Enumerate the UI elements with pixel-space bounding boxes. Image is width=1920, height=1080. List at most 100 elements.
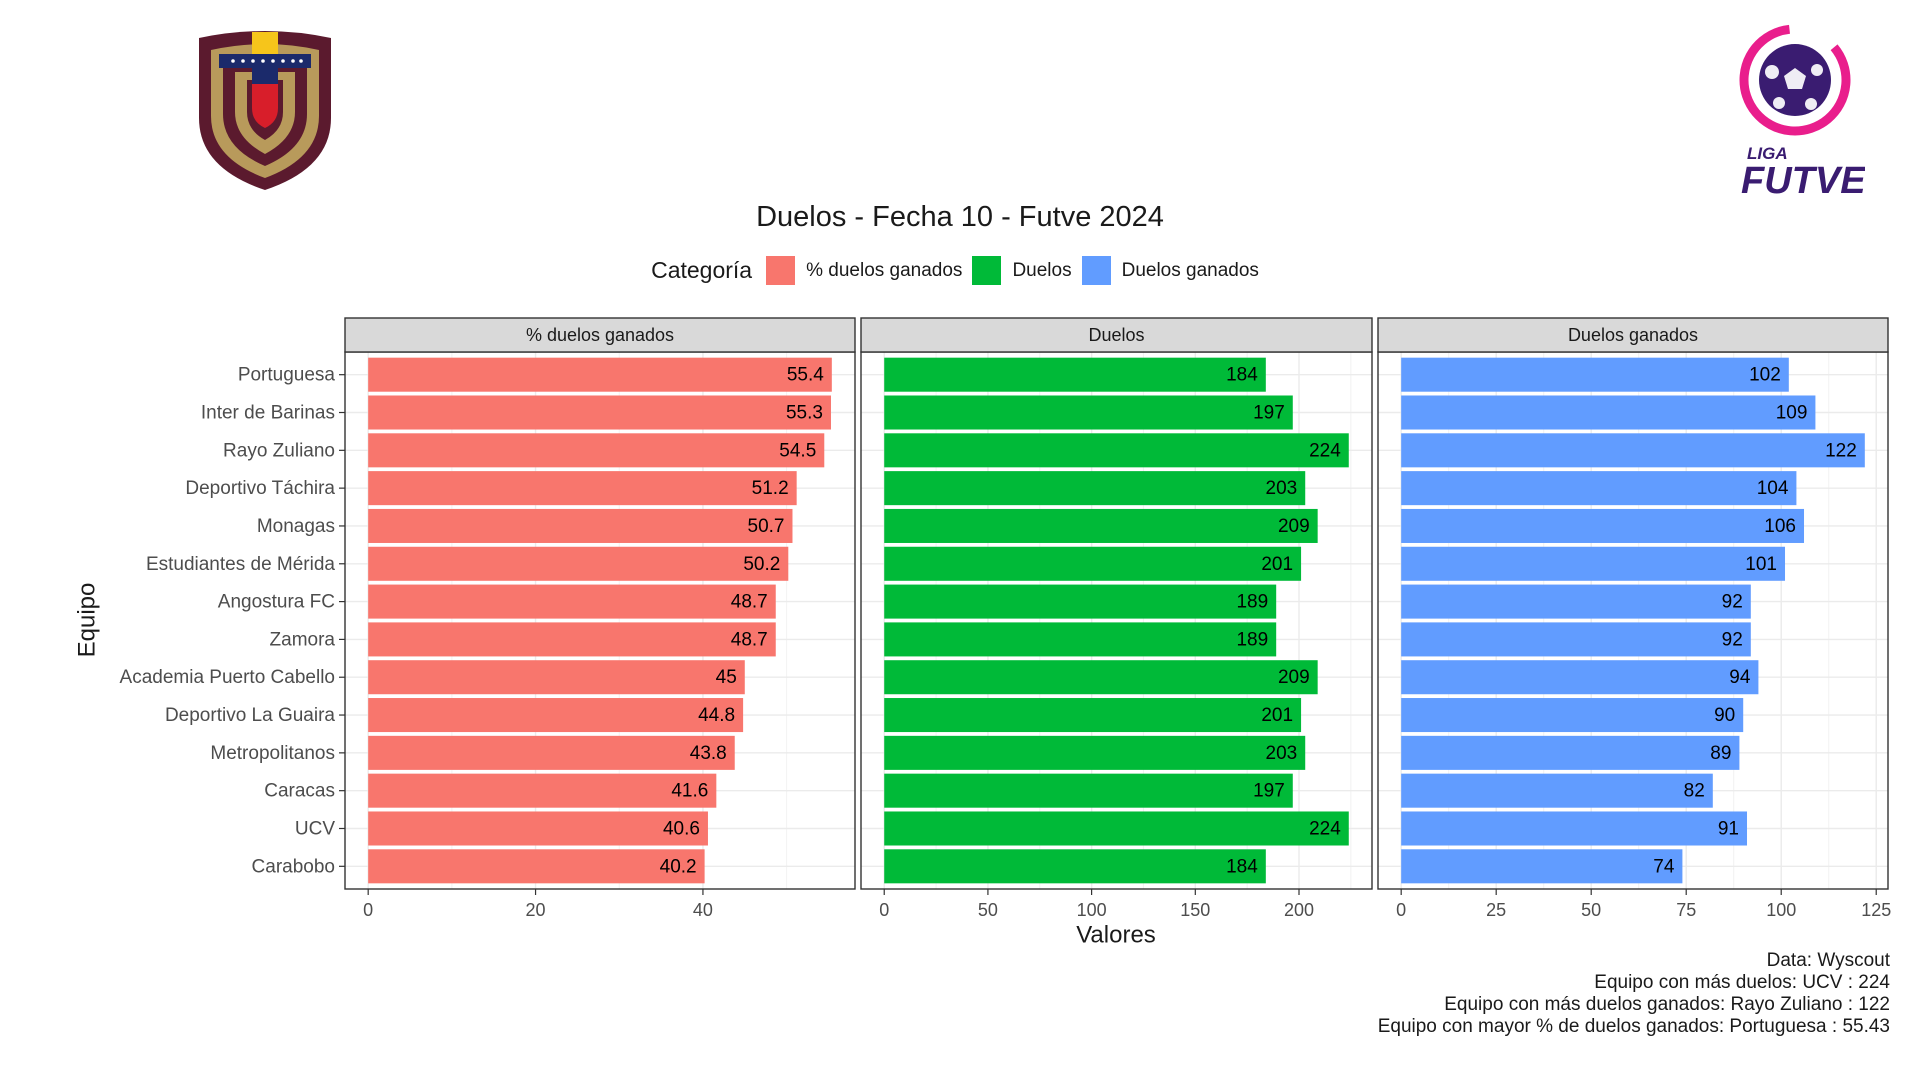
legend: Categoría % duelos ganados Duelos Duelos…: [0, 256, 1920, 285]
data-label: 224: [1309, 819, 1341, 840]
x-tick-label: 100: [1077, 900, 1107, 920]
bar-pct-duelos-ganados: [368, 849, 705, 884]
panel-background-duelos: [861, 352, 1372, 889]
y-tick-label: Deportivo Táchira: [185, 478, 335, 499]
bar-duelos: [884, 811, 1349, 846]
x-tick-label: 0: [1396, 900, 1406, 920]
data-label: 203: [1266, 743, 1298, 764]
bar-duelos-ganados: [1401, 811, 1748, 846]
data-label: 50.7: [748, 516, 785, 537]
data-label: 44.8: [698, 705, 735, 726]
data-label: 54.5: [779, 440, 816, 461]
data-label: 189: [1236, 592, 1268, 613]
bar-duelos: [884, 660, 1318, 695]
bar-pct-duelos-ganados: [368, 433, 825, 468]
bar-duelos: [884, 622, 1277, 657]
facet-strip-label: Duelos ganados: [1568, 325, 1698, 345]
caption-line-source: Data: Wyscout: [1766, 950, 1890, 971]
bar-duelos-ganados: [1401, 698, 1744, 733]
y-tick-label: UCV: [295, 819, 335, 840]
caption-line-best-pct: Equipo con mayor % de duelos ganados: Po…: [1377, 1016, 1890, 1037]
bar-duelos: [884, 433, 1349, 468]
bar-duelos-ganados: [1401, 849, 1683, 884]
data-label: 184: [1226, 856, 1258, 877]
data-label: 109: [1776, 403, 1808, 424]
bar-duelos-ganados: [1401, 357, 1789, 392]
data-label: 91: [1718, 819, 1739, 840]
bar-pct-duelos-ganados: [368, 698, 744, 733]
bar-duelos-ganados: [1401, 735, 1740, 770]
bar-pct-duelos-ganados: [368, 357, 832, 392]
y-tick-label: Angostura FC: [218, 592, 335, 613]
y-tick-label: Carabobo: [252, 856, 335, 877]
data-label: 104: [1757, 478, 1789, 499]
bar-duelos-ganados: [1401, 433, 1865, 468]
bar-duelos: [884, 508, 1318, 543]
data-label: 94: [1729, 667, 1751, 688]
legend-item-duelos: Duelos: [972, 256, 1072, 285]
bar-duelos-ganados: [1401, 622, 1751, 657]
legend-label: % duelos ganados: [806, 259, 963, 281]
data-label: 74: [1653, 856, 1675, 877]
facet-strip-label: % duelos ganados: [526, 325, 674, 345]
data-label: 197: [1253, 403, 1285, 424]
bar-pct-duelos-ganados: [368, 395, 831, 430]
bar-duelos: [884, 773, 1293, 808]
x-tick-label: 50: [978, 900, 998, 920]
y-tick-label: Portuguesa: [238, 365, 336, 386]
futve-logo-line1: LIGA: [1747, 144, 1788, 163]
data-label: 50.2: [743, 554, 780, 575]
y-tick-label: Inter de Barinas: [201, 403, 335, 424]
y-tick-label: Monagas: [257, 516, 335, 537]
bar-duelos-ganados: [1401, 508, 1805, 543]
legend-key-duelos-ganados: [1081, 256, 1111, 285]
data-label: 224: [1309, 440, 1341, 461]
data-label: 40.6: [663, 819, 700, 840]
y-axis-title: Equipo: [73, 583, 100, 658]
panel-background-pct-duelos-ganados: [345, 352, 855, 889]
data-label: 197: [1253, 781, 1285, 802]
facet-strip-label: Duelos: [1088, 325, 1144, 345]
legend-key-duelos: [972, 256, 1002, 285]
data-label: 92: [1722, 629, 1743, 650]
caption-line-most-duels: Equipo con más duelos: UCV : 224: [1594, 972, 1890, 993]
x-tick-label: 125: [1861, 900, 1891, 920]
bar-pct-duelos-ganados: [368, 622, 776, 657]
data-label: 184: [1226, 365, 1258, 386]
bar-duelos: [884, 698, 1302, 733]
bar-duelos-ganados: [1401, 584, 1751, 619]
x-axis-title: Valores: [1076, 921, 1156, 948]
data-label: 209: [1278, 667, 1310, 688]
bar-pct-duelos-ganados: [368, 471, 797, 506]
data-label: 189: [1236, 629, 1268, 650]
y-tick-label: Zamora: [270, 629, 336, 650]
data-label: 40.2: [660, 856, 697, 877]
x-tick-label: 20: [526, 900, 546, 920]
x-tick-label: 25: [1486, 900, 1506, 920]
data-label: 201: [1261, 554, 1293, 575]
bar-duelos: [884, 735, 1306, 770]
legend-title: Categoría: [651, 257, 753, 283]
data-label: 203: [1266, 478, 1298, 499]
bar-duelos: [884, 584, 1277, 619]
facet-strip-pct-duelos-ganados: [344, 317, 856, 353]
bar-duelos: [884, 546, 1302, 581]
x-tick-label: 0: [363, 900, 373, 920]
data-label: 106: [1764, 516, 1796, 537]
x-tick-label: 40: [693, 900, 713, 920]
x-tick-label: 0: [879, 900, 889, 920]
bar-duelos-ganados: [1401, 546, 1786, 581]
y-tick-label: Academia Puerto Cabello: [120, 667, 335, 688]
y-tick-label: Rayo Zuliano: [223, 440, 335, 461]
bar-duelos-ganados: [1401, 773, 1713, 808]
data-label: 45: [716, 667, 737, 688]
data-label: 41.6: [671, 781, 708, 802]
y-tick-label: Metropolitanos: [210, 743, 335, 764]
federation-crest-logo: [199, 31, 331, 190]
futve-logo-line2: FUTVE: [1741, 160, 1865, 200]
data-label: 82: [1684, 781, 1705, 802]
x-tick-label: 50: [1581, 900, 1601, 920]
bar-duelos: [884, 471, 1306, 506]
